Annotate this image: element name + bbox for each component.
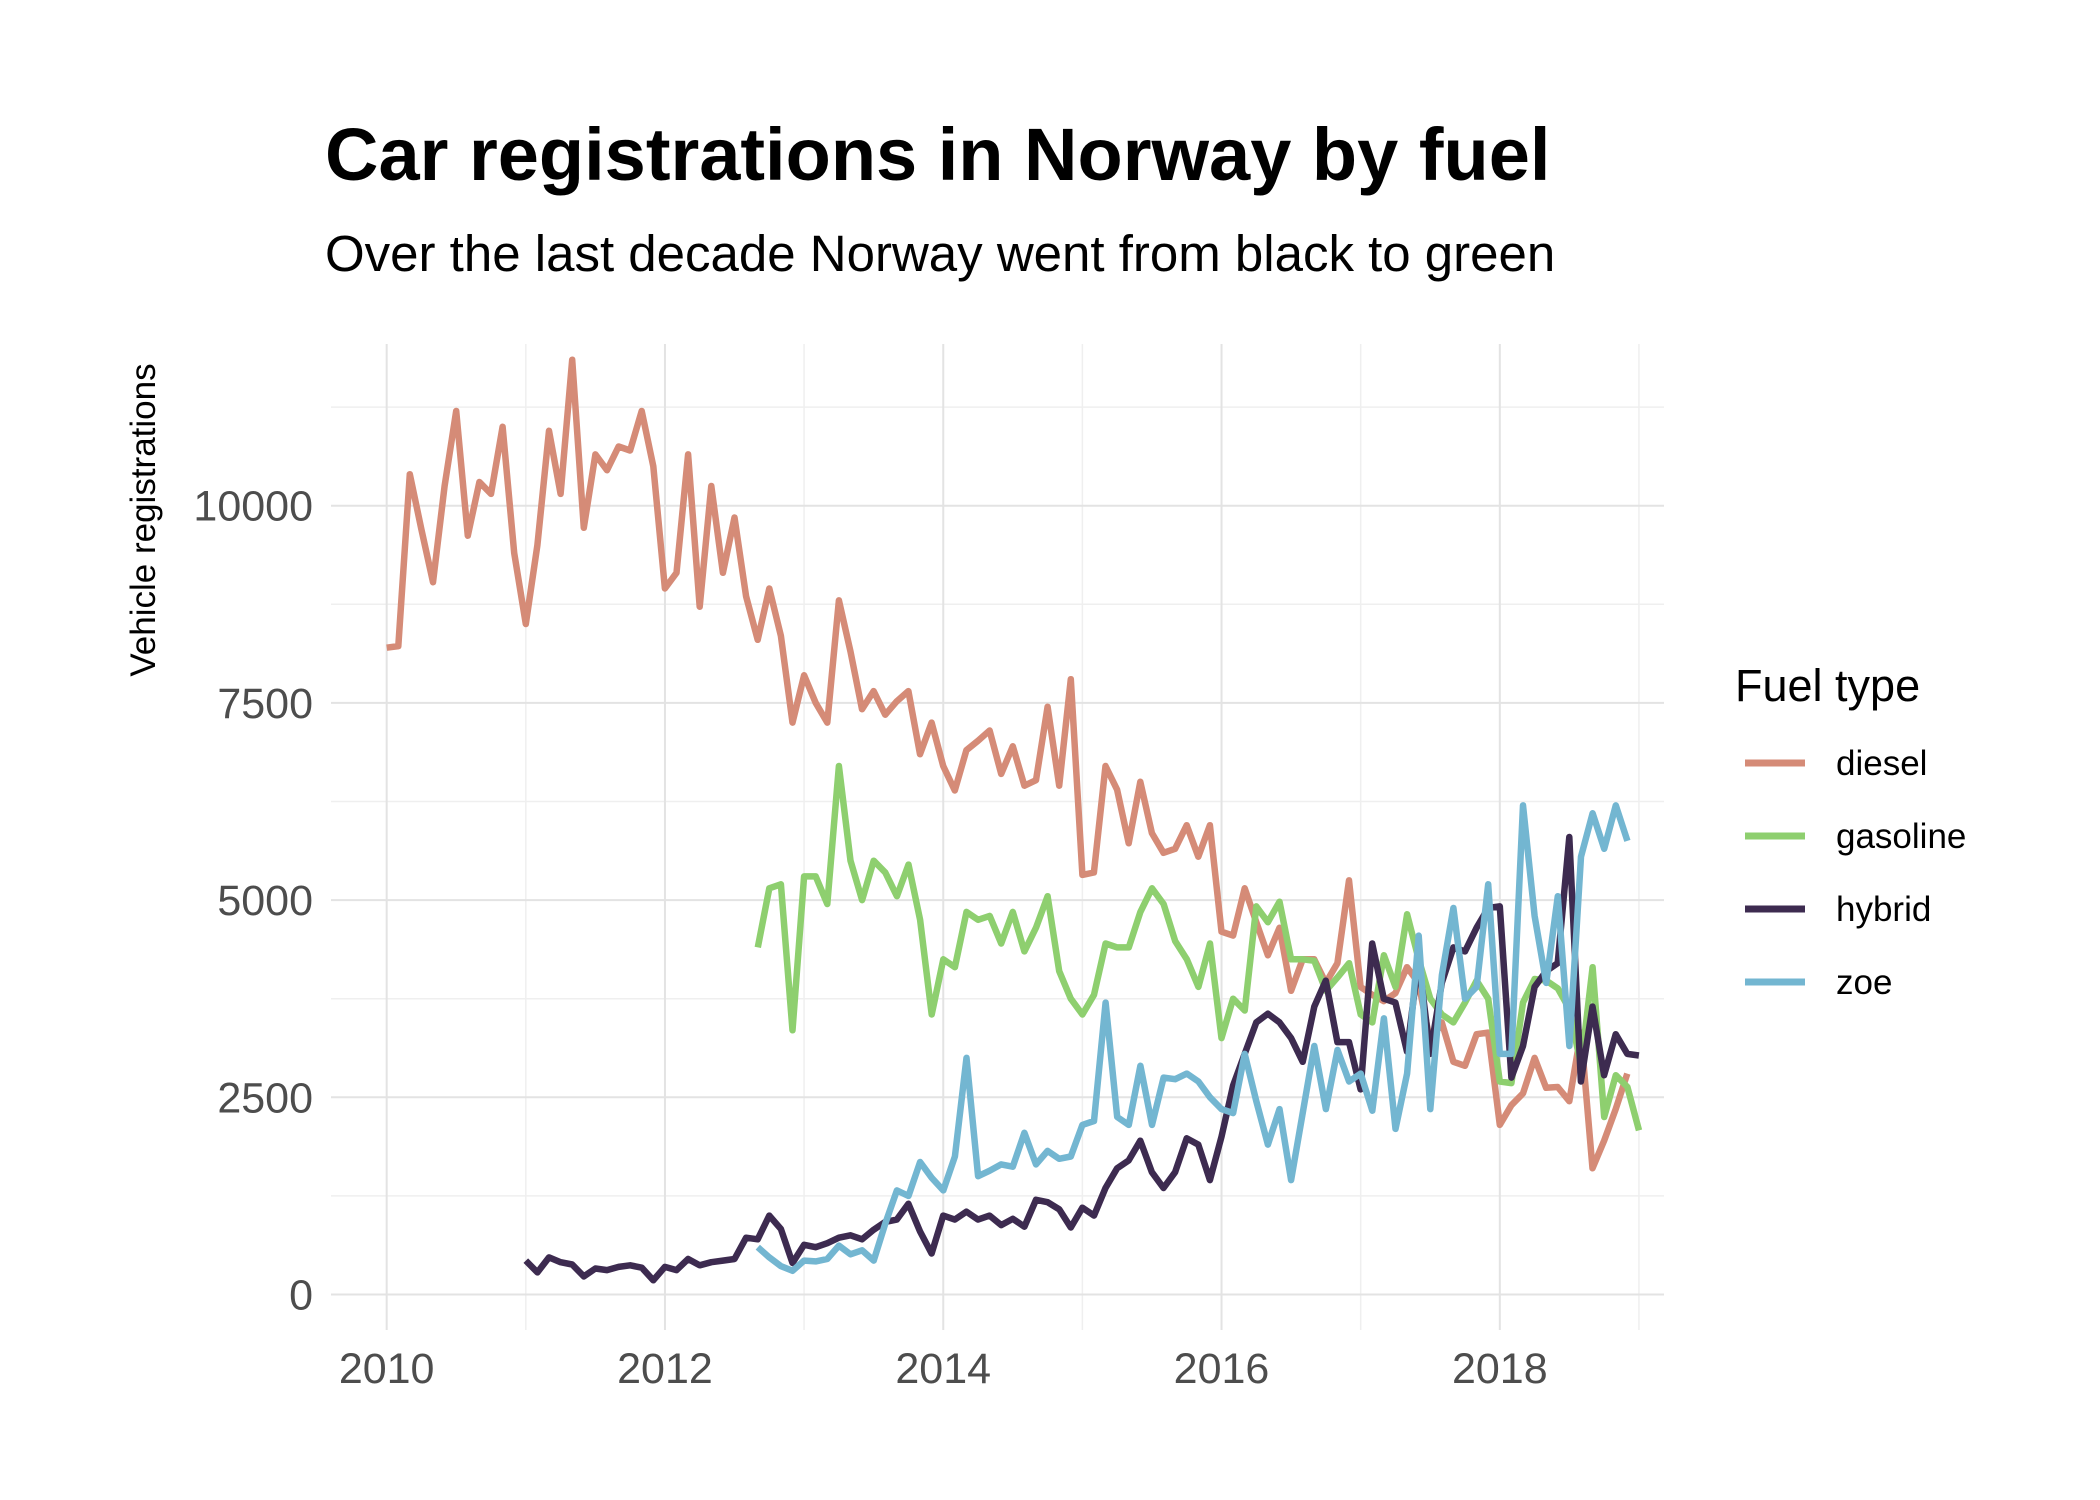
- chart-subtitle: Over the last decade Norway went from bl…: [325, 225, 1555, 282]
- legend-items: diesel gasoline hybrid zoe: [1745, 744, 1966, 1002]
- y-tick-label: 2500: [217, 1074, 313, 1122]
- plot-lines: [386, 356, 1643, 1284]
- legend-label-diesel: diesel: [1836, 744, 1927, 783]
- legend-label-gasoline: gasoline: [1836, 817, 1966, 856]
- y-tick-label: 5000: [217, 877, 313, 925]
- y-axis-label: Vehicle registrations: [124, 363, 163, 676]
- y-tick-label: 10000: [193, 483, 313, 531]
- legend: Fuel type diesel gasoline hybrid zoe: [1735, 660, 1966, 1002]
- series-line-zoe: [755, 802, 1631, 1275]
- series-line-gasoline: [754, 762, 1643, 1132]
- series-line-diesel: [386, 356, 1631, 1172]
- x-tick-label: 2010: [339, 1345, 435, 1393]
- legend-label-zoe: zoe: [1836, 963, 1892, 1002]
- chart-title: Car registrations in Norway by fuel: [325, 113, 1550, 196]
- plot-grid: [331, 344, 1664, 1330]
- y-tick-label: 0: [289, 1272, 313, 1320]
- legend-title: Fuel type: [1735, 660, 1920, 711]
- y-axis-ticks: 0 2500 5000 7500 10000: [193, 483, 313, 1320]
- x-tick-label: 2018: [1452, 1345, 1548, 1393]
- y-tick-label: 7500: [217, 680, 313, 728]
- legend-label-hybrid: hybrid: [1836, 890, 1931, 929]
- x-tick-label: 2016: [1174, 1345, 1270, 1393]
- series-line-hybrid: [523, 833, 1640, 1284]
- x-tick-label: 2012: [617, 1345, 713, 1393]
- x-axis-ticks: 2010 2012 2014 2016 2018: [339, 1345, 1548, 1393]
- x-tick-label: 2014: [895, 1345, 991, 1393]
